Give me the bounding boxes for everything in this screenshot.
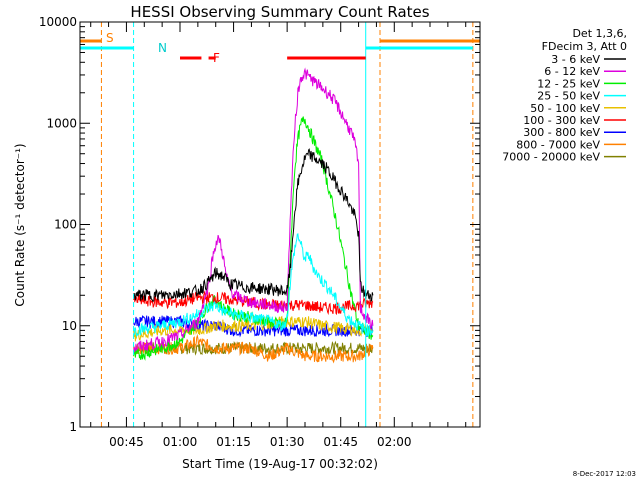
annotation-layer bbox=[79, 22, 480, 427]
legend-label: 300 - 800 keV bbox=[523, 126, 600, 139]
generation-timestamp: 8-Dec-2017 12:03 bbox=[573, 470, 636, 478]
y-tick-label: 1000 bbox=[46, 116, 77, 130]
chart-title: HESSI Observing Summary Count Rates bbox=[130, 3, 429, 21]
saa-label: S bbox=[106, 31, 114, 45]
flare-label: F bbox=[213, 51, 220, 65]
legend-label: 7000 - 20000 keV bbox=[502, 151, 600, 164]
plot-frame bbox=[79, 21, 481, 428]
y-tick-label: 1 bbox=[69, 420, 77, 434]
legend-label: 100 - 300 keV bbox=[523, 114, 600, 127]
night-label: N bbox=[158, 41, 167, 55]
series-line-0 bbox=[133, 148, 374, 303]
legend-label: 800 - 7000 keV bbox=[516, 138, 600, 151]
y-tick-label: 10000 bbox=[39, 15, 77, 29]
x-tick-label: 01:15 bbox=[216, 435, 251, 449]
legend-label: 6 - 12 keV bbox=[544, 65, 600, 78]
x-tick-label: 01:00 bbox=[163, 435, 198, 449]
legend-label: 12 - 25 keV bbox=[537, 77, 600, 90]
data-lines-layer bbox=[133, 67, 374, 364]
y-axis-label: Count Rate (s⁻¹ detector⁻¹) bbox=[13, 143, 27, 306]
legend-header-line-2: FDecim 3, Att 0 bbox=[542, 40, 627, 53]
series-line-1 bbox=[133, 67, 374, 353]
legend-label: 3 - 6 keV bbox=[551, 53, 600, 66]
x-tick-label: 00:45 bbox=[109, 435, 144, 449]
series-line-3 bbox=[133, 233, 374, 338]
x-tick-label: 01:30 bbox=[270, 435, 305, 449]
legend-label: 50 - 100 keV bbox=[530, 102, 600, 115]
axis-ticks-layer: 1 10 100 1000 10000 00:45 01:00 01:15 01:30 01:45… bbox=[39, 15, 480, 449]
x-tick-label: 02:00 bbox=[377, 435, 412, 449]
series-line-5 bbox=[133, 290, 374, 316]
series-line-6 bbox=[133, 314, 374, 338]
legend-header-line-1: Det 1,3,6, bbox=[572, 27, 627, 40]
x-tick-label: 01:45 bbox=[323, 435, 358, 449]
legend-label: 25 - 50 keV bbox=[537, 90, 600, 103]
y-tick-label: 100 bbox=[54, 218, 77, 232]
y-tick-label: 10 bbox=[62, 319, 77, 333]
x-axis-label: Start Time (19-Aug-17 00:32:02) bbox=[182, 457, 378, 471]
